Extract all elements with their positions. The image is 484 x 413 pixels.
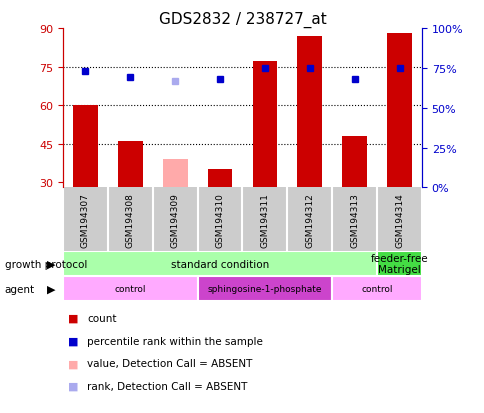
- Text: GSM194311: GSM194311: [260, 192, 269, 247]
- Text: ▶: ▶: [46, 259, 55, 269]
- Text: GSM194314: GSM194314: [394, 192, 403, 247]
- Text: percentile rank within the sample: percentile rank within the sample: [87, 336, 263, 346]
- Text: ▶: ▶: [46, 284, 55, 294]
- Text: standard condition: standard condition: [170, 259, 269, 269]
- Bar: [376, 252, 421, 277]
- Text: GSM194310: GSM194310: [215, 192, 224, 247]
- Text: value, Detection Call = ABSENT: value, Detection Call = ABSENT: [87, 358, 252, 368]
- Bar: [386, 34, 411, 188]
- Text: count: count: [87, 313, 117, 323]
- Text: control: control: [114, 285, 146, 294]
- Text: GSM194307: GSM194307: [81, 192, 90, 247]
- Text: ■: ■: [68, 313, 78, 323]
- Bar: [197, 277, 332, 301]
- Text: growth protocol: growth protocol: [5, 259, 87, 269]
- Title: GDS2832 / 238727_at: GDS2832 / 238727_at: [158, 12, 326, 28]
- Text: control: control: [361, 285, 392, 294]
- Text: sphingosine-1-phosphate: sphingosine-1-phosphate: [207, 285, 321, 294]
- Text: GSM194313: GSM194313: [349, 192, 359, 247]
- Bar: [332, 277, 421, 301]
- Text: ■: ■: [68, 358, 78, 368]
- Text: ■: ■: [68, 381, 78, 391]
- Text: GSM194309: GSM194309: [170, 192, 180, 247]
- Bar: [118, 142, 142, 188]
- Bar: [207, 170, 232, 188]
- Text: agent: agent: [5, 284, 35, 294]
- Bar: [63, 277, 197, 301]
- Bar: [163, 160, 187, 188]
- Text: GSM194308: GSM194308: [125, 192, 135, 247]
- Bar: [73, 106, 98, 188]
- Text: feeder-free
Matrigel: feeder-free Matrigel: [370, 253, 427, 275]
- Text: rank, Detection Call = ABSENT: rank, Detection Call = ABSENT: [87, 381, 247, 391]
- Bar: [63, 252, 376, 277]
- Bar: [252, 62, 277, 188]
- Text: ■: ■: [68, 336, 78, 346]
- Bar: [297, 37, 321, 188]
- Text: GSM194312: GSM194312: [304, 192, 314, 247]
- Bar: [342, 137, 366, 188]
